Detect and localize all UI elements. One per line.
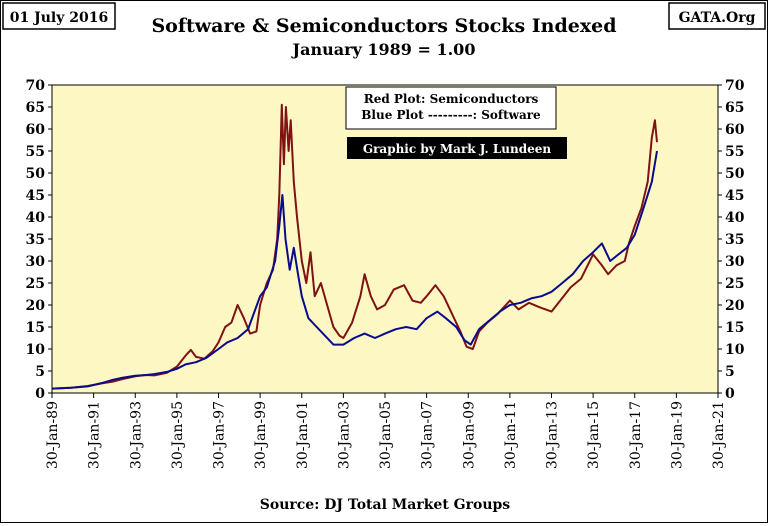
site-label: GATA.Org bbox=[679, 10, 756, 26]
y-tick-label-right: 30 bbox=[725, 254, 745, 270]
legend-line-blue: Blue Plot ---------: Software bbox=[361, 108, 541, 122]
y-tick-label-right: 45 bbox=[725, 188, 744, 204]
x-tick-label: 30-Jan-21 bbox=[711, 401, 727, 469]
y-tick-label-left: 20 bbox=[26, 298, 46, 314]
y-tick-label-left: 5 bbox=[35, 364, 45, 380]
series-line-software bbox=[51, 150, 658, 390]
y-tick-label-right: 20 bbox=[725, 298, 745, 314]
y-tick-label-left: 70 bbox=[26, 78, 46, 94]
x-tick-label: 30-Jan-11 bbox=[503, 401, 519, 469]
x-tick-label: 30-Jan-97 bbox=[212, 401, 228, 469]
x-tick-label: 30-Jan-99 bbox=[253, 401, 269, 469]
y-tick-label-left: 60 bbox=[26, 122, 46, 138]
y-tick-label-left: 25 bbox=[26, 276, 45, 292]
y-tick-label-left: 30 bbox=[26, 254, 46, 270]
y-tick-label-left: 45 bbox=[26, 188, 45, 204]
legend-box bbox=[345, 86, 557, 130]
y-tick-label-left: 10 bbox=[26, 342, 46, 358]
y-axis-right: 0 5 10 15 20 25 30 35 40 45 50 55 60 65 70 bbox=[718, 78, 745, 402]
y-tick-label-right: 65 bbox=[725, 100, 744, 116]
y-tick-label-right: 0 bbox=[725, 386, 735, 402]
y-tick-label-right: 5 bbox=[725, 364, 735, 380]
y-tick-label-right: 10 bbox=[725, 342, 745, 358]
y-tick-label-left: 0 bbox=[35, 386, 45, 402]
y-tick-label-left: 65 bbox=[26, 100, 45, 116]
y-axis-left: 0 5 10 15 20 25 30 35 40 45 50 55 60 65 70 bbox=[26, 78, 52, 402]
credit-label: Graphic by Mark J. Lundeen bbox=[363, 142, 552, 156]
y-tick-label-left: 15 bbox=[26, 320, 45, 336]
site-box bbox=[668, 2, 766, 30]
x-tick-label: 30-Jan-03 bbox=[336, 401, 352, 469]
x-tick-label: 30-Jan-05 bbox=[378, 401, 394, 469]
x-tick-label: 30-Jan-95 bbox=[170, 401, 186, 469]
date-box bbox=[2, 2, 116, 30]
date-label: 01 July 2016 bbox=[10, 10, 108, 26]
chart-title: Software & Semiconductors Stocks Indexed bbox=[151, 15, 616, 37]
chart-subtitle: January 1989 = 1.00 bbox=[291, 40, 476, 59]
legend-line-red: Red Plot: Semiconductors bbox=[364, 92, 539, 106]
x-tick-label: 30-Jan-01 bbox=[295, 401, 311, 469]
y-tick-label-right: 50 bbox=[725, 166, 745, 182]
y-tick-label-left: 50 bbox=[26, 166, 46, 182]
x-tick-label: 30-Jan-19 bbox=[669, 401, 685, 469]
x-tick-label: 30-Jan-09 bbox=[461, 401, 477, 469]
plot-area bbox=[51, 84, 719, 394]
x-tick-label: 30-Jan-13 bbox=[545, 401, 561, 469]
y-tick-label-right: 70 bbox=[725, 78, 745, 94]
x-tick-label: 30-Jan-07 bbox=[420, 401, 436, 469]
x-tick-label: 30-Jan-17 bbox=[628, 401, 644, 469]
y-tick-label-left: 35 bbox=[26, 232, 45, 248]
x-tick-label: 30-Jan-91 bbox=[87, 401, 103, 469]
x-tick-label: 30-Jan-93 bbox=[128, 401, 144, 469]
x-tick-label: 30-Jan-15 bbox=[586, 401, 602, 469]
series-layer bbox=[51, 103, 658, 390]
y-tick-label-right: 60 bbox=[725, 122, 745, 138]
y-tick-label-right: 15 bbox=[725, 320, 744, 336]
x-axis: 30-Jan-89 30-Jan-91 30-Jan-93 30-Jan-95 30-J… bbox=[45, 393, 727, 469]
y-tick-label-right: 35 bbox=[725, 232, 744, 248]
y-tick-label-right: 55 bbox=[725, 144, 744, 160]
y-tick-label-right: 40 bbox=[725, 210, 745, 226]
y-tick-label-left: 40 bbox=[26, 210, 46, 226]
y-tick-label-left: 55 bbox=[26, 144, 45, 160]
y-tick-label-right: 25 bbox=[725, 276, 744, 292]
credit-box bbox=[347, 137, 567, 159]
source-label: Source: DJ Total Market Groups bbox=[260, 497, 511, 513]
x-tick-label: 30-Jan-89 bbox=[45, 401, 61, 469]
